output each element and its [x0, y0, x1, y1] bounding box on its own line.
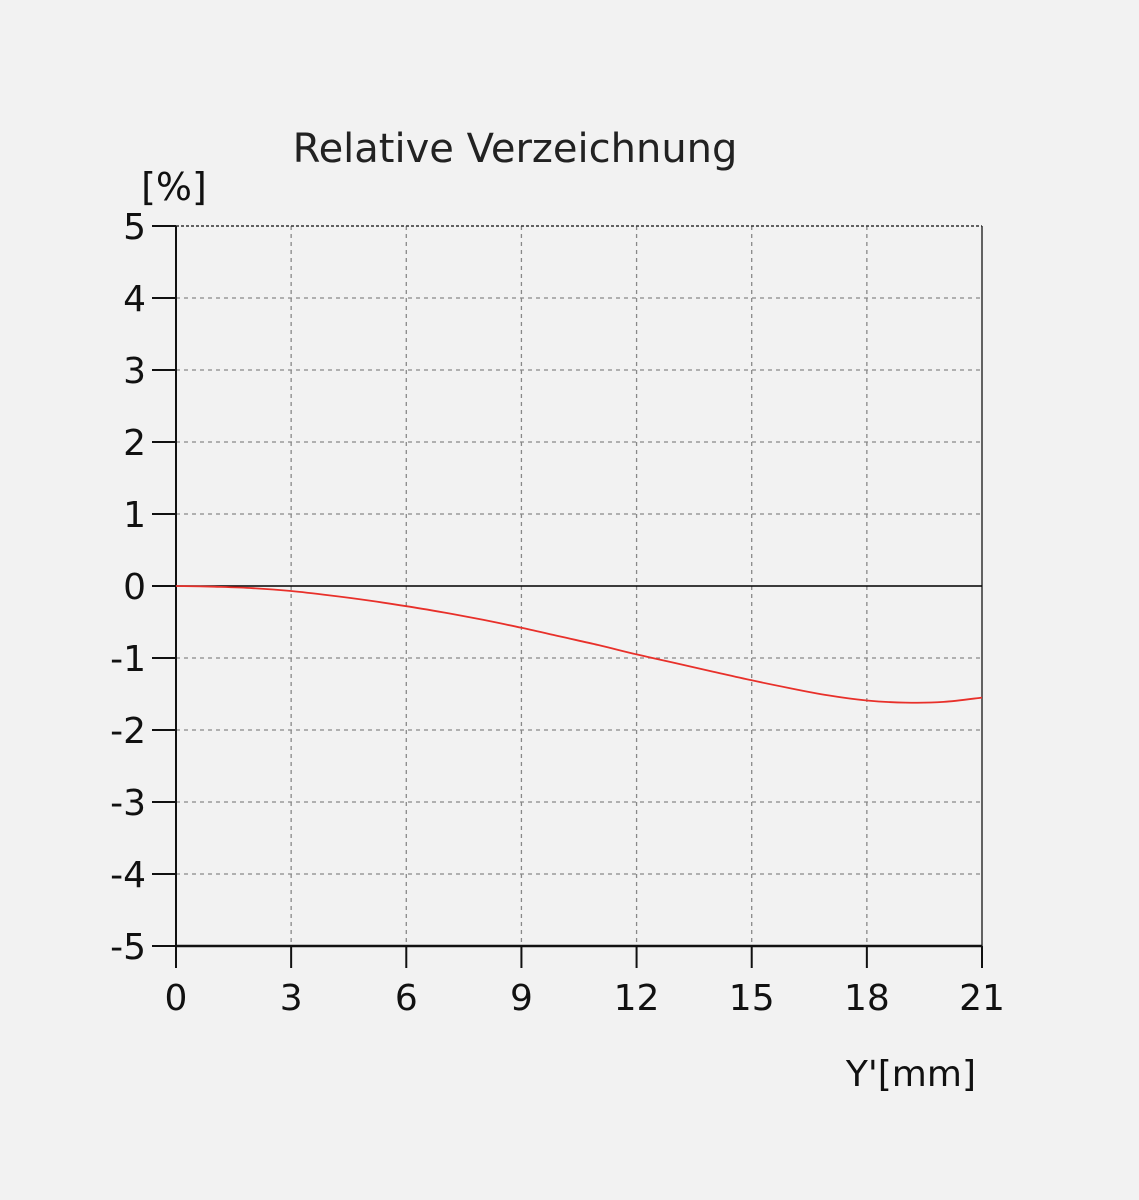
x-axis-label: Y'[mm]: [845, 1054, 976, 1095]
series-group: [175, 585, 983, 704]
x-tick-label: 12: [614, 978, 660, 1019]
y-axis-unit-label: [%]: [141, 165, 207, 209]
x-tick-label: 9: [510, 978, 533, 1019]
x-tick-label: 3: [280, 978, 303, 1019]
y-tick-label: -2: [110, 711, 146, 752]
x-tick-label: 18: [844, 978, 890, 1019]
y-tick-label: -4: [110, 855, 146, 896]
x-tick-label: 21: [959, 978, 1005, 1019]
distortion-curve: [175, 585, 983, 704]
y-tick-label: 5: [123, 207, 146, 248]
x-tick-label: 0: [165, 978, 188, 1019]
chart-title: Relative Verzeichnung: [293, 126, 738, 172]
y-tick-label: -1: [110, 639, 146, 680]
x-tick-label: 15: [729, 978, 775, 1019]
x-axis-ticks: 0 3 6 9 12 15 18 21: [165, 946, 1005, 1019]
y-tick-label: 3: [123, 351, 146, 392]
y-tick-label: 4: [123, 279, 146, 320]
x-tick-label: 6: [395, 978, 418, 1019]
y-tick-label: -3: [110, 783, 146, 824]
y-tick-label: -5: [110, 927, 146, 968]
plot-frame: [175, 225, 983, 948]
y-tick-label: 1: [123, 495, 146, 536]
y-axis-ticks: 5 4 3 2 1 0 -1 -2 -3 -4 -5: [110, 207, 176, 968]
y-tick-label: 0: [123, 567, 146, 608]
y-tick-label: 2: [123, 423, 146, 464]
